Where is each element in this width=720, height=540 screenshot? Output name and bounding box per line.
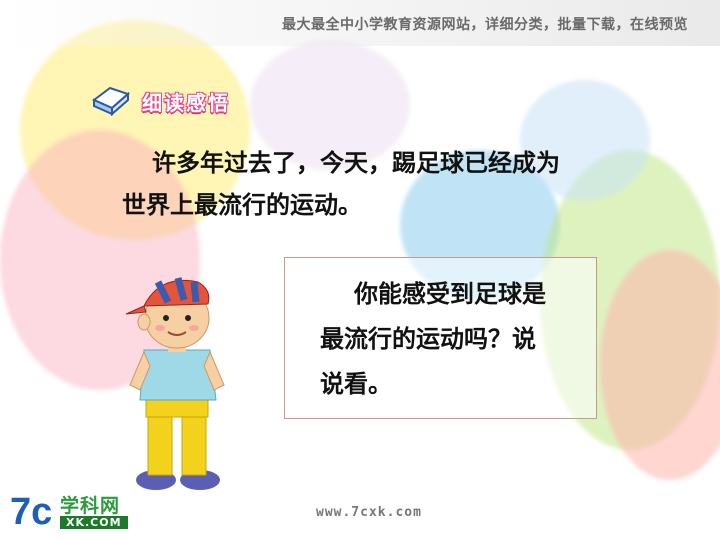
question-line-1: 你能感受到足球是 [354, 280, 546, 308]
site-logo[interactable]: 7c [10, 486, 140, 533]
header-text: 最大最全中小学教育资源网站，详细分类，批量下载，在线预览 [282, 17, 688, 33]
logo-site-name: 学科网 [60, 495, 121, 517]
bg-blob-lilac [250, 40, 410, 170]
question-line-2: 最流行的运动吗？说 [320, 325, 536, 353]
header-banner [0, 0, 720, 46]
main-paragraph: 许多年过去了，今天，踢足球已经成为 世界上最流行的运动。 [122, 142, 642, 226]
section-label-text: 细读感悟 [142, 90, 230, 115]
cartoon-boy-illustration [120, 270, 240, 500]
logo-domain: XK.COM [60, 516, 128, 529]
question-text: 你能感受到足球是 最流行的运动吗？说 说看。 [320, 272, 585, 407]
bg-blob-peach [600, 250, 720, 480]
footer-url[interactable]: www.7cxk.com [316, 505, 422, 520]
logo-mark-icon: 7c [10, 491, 52, 533]
paragraph-line-1: 许多年过去了，今天，踢足球已经成为 [152, 149, 560, 177]
question-box [284, 257, 597, 419]
logo-mark-text: 7c [10, 491, 52, 532]
bg-blob-lightblue [520, 80, 650, 200]
section-label: 细读感悟 [90, 82, 230, 120]
paragraph-line-2: 世界上最流行的运动。 [122, 191, 362, 219]
bg-blob-yellow [20, 20, 250, 240]
question-line-3: 说看。 [320, 370, 392, 398]
book-icon [90, 82, 134, 120]
